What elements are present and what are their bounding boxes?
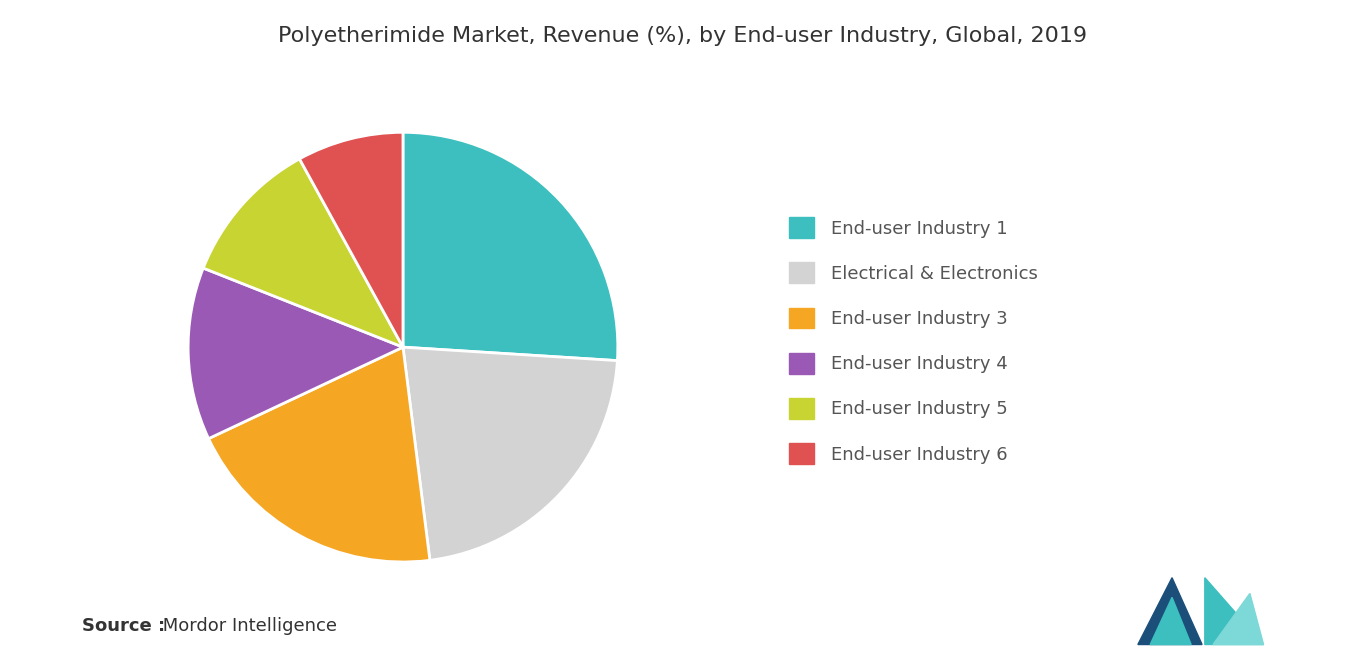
Legend: End-user Industry 1, Electrical & Electronics, End-user Industry 3, End-user Ind: End-user Industry 1, Electrical & Electr… [790, 217, 1037, 464]
Polygon shape [1205, 578, 1264, 645]
Wedge shape [189, 268, 403, 439]
Wedge shape [209, 347, 430, 562]
Text: Source :: Source : [82, 618, 165, 635]
Wedge shape [403, 347, 617, 560]
Polygon shape [1150, 597, 1191, 645]
Wedge shape [204, 159, 403, 347]
Wedge shape [299, 132, 403, 347]
Text: Polyetherimide Market, Revenue (%), by End-user Industry, Global, 2019: Polyetherimide Market, Revenue (%), by E… [279, 26, 1087, 47]
Wedge shape [403, 132, 617, 361]
Polygon shape [1213, 593, 1264, 645]
Polygon shape [1138, 578, 1202, 645]
Text: Mordor Intelligence: Mordor Intelligence [157, 618, 337, 635]
